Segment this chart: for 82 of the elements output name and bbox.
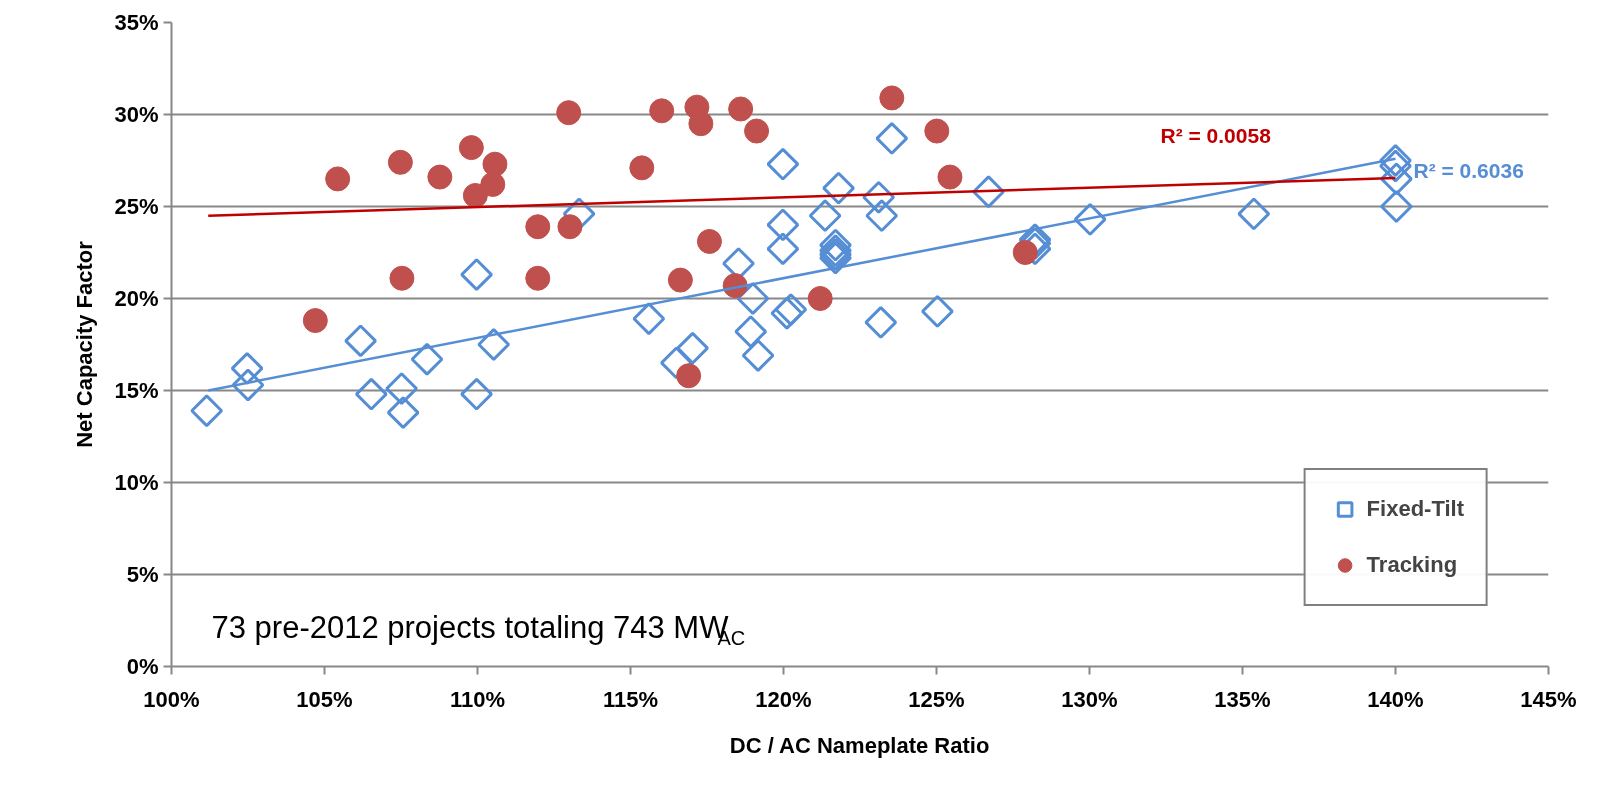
x-tick-label: 110% bbox=[449, 686, 506, 712]
point bbox=[744, 118, 770, 144]
point bbox=[230, 352, 264, 385]
point bbox=[1379, 144, 1412, 177]
point bbox=[688, 111, 714, 137]
annotation: R² = 0.6036 bbox=[1413, 159, 1524, 183]
point bbox=[1237, 197, 1271, 231]
point bbox=[386, 396, 420, 429]
point bbox=[458, 135, 484, 161]
y-axis-title: Net Capacity Factor bbox=[72, 240, 98, 448]
point bbox=[875, 122, 909, 155]
x-tick-label: 115% bbox=[602, 686, 659, 712]
point bbox=[190, 394, 224, 428]
point bbox=[766, 208, 800, 242]
y-tick-label: 5% bbox=[126, 562, 159, 587]
point bbox=[822, 171, 855, 205]
point bbox=[921, 295, 954, 328]
point bbox=[410, 342, 444, 376]
point bbox=[557, 214, 583, 240]
point bbox=[1380, 190, 1413, 223]
y-tick-label: 0% bbox=[126, 654, 159, 679]
x-axis-title: DC / AC Nameplate Ratio bbox=[729, 732, 990, 758]
point bbox=[766, 147, 800, 181]
point bbox=[460, 377, 493, 411]
point bbox=[819, 228, 852, 262]
annotation: 73 pre-2012 projects totaling 743 MWAC bbox=[211, 609, 746, 649]
point bbox=[649, 98, 675, 124]
x-tick-label: 135% bbox=[1214, 686, 1271, 712]
point bbox=[766, 232, 800, 266]
x-tick-label: 120% bbox=[755, 686, 812, 712]
point bbox=[632, 302, 666, 336]
point bbox=[427, 164, 453, 190]
point bbox=[477, 328, 511, 361]
y-tick-label: 20% bbox=[114, 286, 159, 311]
point bbox=[629, 155, 655, 181]
point bbox=[1380, 162, 1413, 196]
point bbox=[728, 96, 754, 122]
point bbox=[302, 308, 328, 334]
x-tick-label: 100% bbox=[143, 686, 200, 712]
x-tick-label: 105% bbox=[296, 686, 353, 712]
point bbox=[482, 151, 508, 177]
x-tick-label: 145% bbox=[1520, 686, 1577, 712]
y-tick-label: 25% bbox=[114, 194, 159, 219]
point bbox=[864, 306, 898, 339]
point bbox=[808, 199, 842, 233]
point bbox=[389, 265, 415, 291]
point bbox=[1073, 203, 1107, 236]
x-tick-label: 125% bbox=[908, 686, 965, 712]
point bbox=[807, 286, 833, 311]
point bbox=[741, 339, 775, 372]
y-tick-label: 30% bbox=[114, 102, 159, 127]
point bbox=[460, 258, 493, 291]
y-tick-label: 10% bbox=[114, 470, 159, 495]
point bbox=[344, 324, 377, 358]
annotation: R² = 0.0058 bbox=[1160, 124, 1272, 148]
point bbox=[385, 372, 418, 406]
point bbox=[667, 267, 693, 293]
point bbox=[734, 315, 768, 348]
point bbox=[865, 199, 899, 233]
point bbox=[231, 368, 265, 402]
x-tick-label: 140% bbox=[1367, 686, 1424, 712]
point bbox=[354, 377, 388, 411]
point bbox=[525, 214, 551, 240]
point bbox=[556, 100, 582, 126]
point bbox=[736, 282, 770, 315]
point bbox=[862, 180, 896, 214]
point bbox=[924, 118, 950, 144]
legend-label: Tracking bbox=[1366, 552, 1458, 578]
point bbox=[660, 346, 693, 380]
y-tick-label: 35% bbox=[114, 10, 159, 35]
point bbox=[480, 171, 506, 197]
legend-label: Fixed-Tilt bbox=[1366, 496, 1464, 522]
point bbox=[525, 265, 551, 291]
point bbox=[937, 164, 963, 190]
y-tick-label: 15% bbox=[114, 378, 159, 403]
point bbox=[1379, 149, 1412, 183]
point bbox=[879, 85, 905, 111]
point bbox=[325, 166, 351, 192]
point bbox=[696, 228, 722, 254]
x-tick-label: 130% bbox=[1061, 686, 1118, 712]
point bbox=[676, 331, 709, 365]
point bbox=[387, 149, 413, 175]
